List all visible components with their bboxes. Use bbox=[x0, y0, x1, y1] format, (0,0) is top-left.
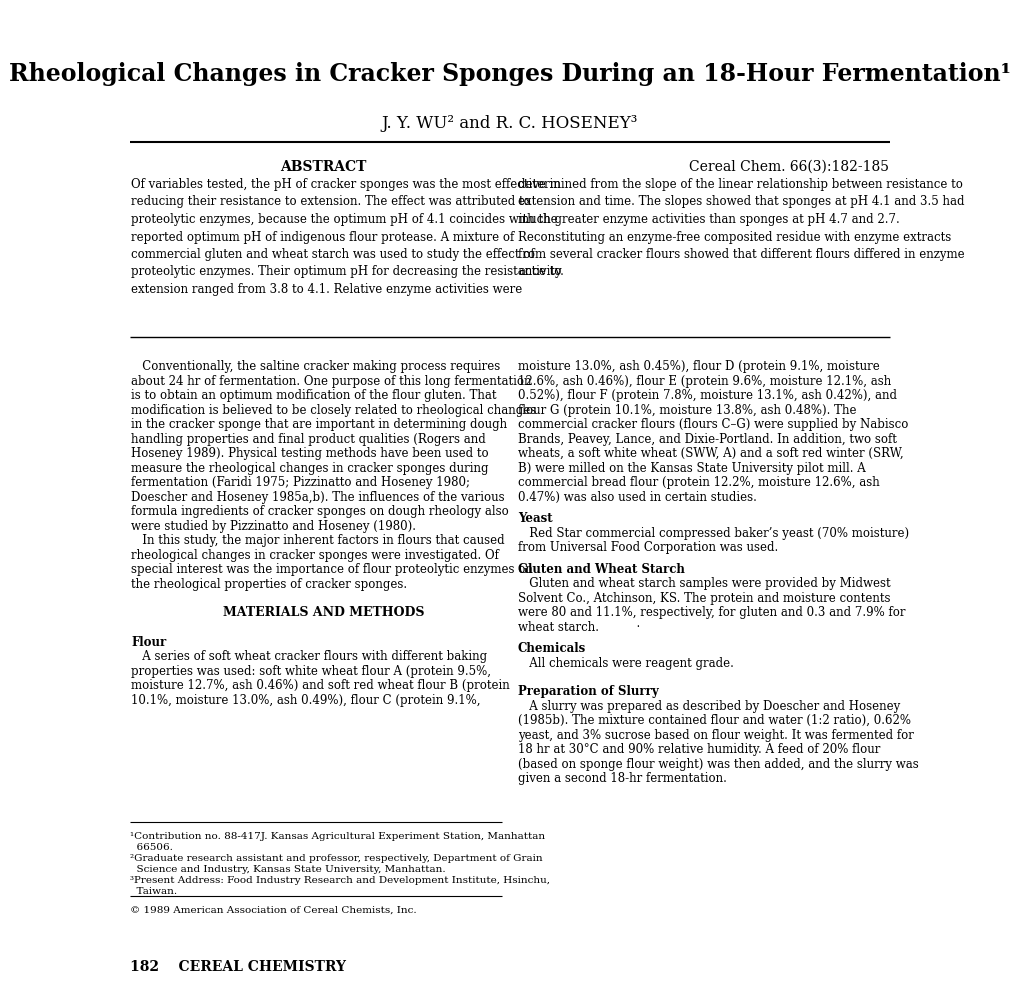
Text: flour G (protein 10.1%, moisture 13.8%, ash 0.48%). The: flour G (protein 10.1%, moisture 13.8%, … bbox=[518, 404, 856, 417]
Text: Taiwan.: Taiwan. bbox=[129, 887, 176, 896]
Text: about 24 hr of fermentation. One purpose of this long fermentation: about 24 hr of fermentation. One purpose… bbox=[131, 375, 531, 388]
Text: were studied by Pizzinatto and Hoseney (1980).: were studied by Pizzinatto and Hoseney (… bbox=[131, 519, 416, 532]
Text: 10.1%, moisture 13.0%, ash 0.49%), flour C (protein 9.1%,: 10.1%, moisture 13.0%, ash 0.49%), flour… bbox=[131, 694, 480, 707]
Text: J. Y. WU² and R. C. HOSENEY³: J. Y. WU² and R. C. HOSENEY³ bbox=[381, 115, 638, 132]
Text: A series of soft wheat cracker flours with different baking: A series of soft wheat cracker flours wi… bbox=[131, 650, 487, 663]
Text: (based on sponge flour weight) was then added, and the slurry was: (based on sponge flour weight) was then … bbox=[518, 758, 918, 771]
Text: Conventionally, the saltine cracker making process requires: Conventionally, the saltine cracker maki… bbox=[131, 360, 500, 373]
Text: fermentation (Faridi 1975; Pizzinatto and Hoseney 1980;: fermentation (Faridi 1975; Pizzinatto an… bbox=[131, 476, 470, 489]
Text: given a second 18-hr fermentation.: given a second 18-hr fermentation. bbox=[518, 772, 727, 785]
Text: formula ingredients of cracker sponges on dough rheology also: formula ingredients of cracker sponges o… bbox=[131, 505, 508, 518]
Text: 0.47%) was also used in certain studies.: 0.47%) was also used in certain studies. bbox=[518, 491, 756, 503]
Text: ²Graduate research assistant and professor, respectively, Department of Grain: ²Graduate research assistant and profess… bbox=[129, 854, 542, 863]
Text: © 1989 American Association of Cereal Chemists, Inc.: © 1989 American Association of Cereal Ch… bbox=[129, 906, 416, 915]
Text: Of variables tested, the pH of cracker sponges was the most effective in
reducin: Of variables tested, the pH of cracker s… bbox=[131, 178, 560, 296]
Text: in the cracker sponge that are important in determining dough: in the cracker sponge that are important… bbox=[131, 418, 506, 431]
Text: ³Present Address: Food Industry Research and Development Institute, Hsinchu,: ³Present Address: Food Industry Research… bbox=[129, 876, 549, 885]
Text: A slurry was prepared as described by Doescher and Hoseney: A slurry was prepared as described by Do… bbox=[518, 700, 900, 713]
Text: handling properties and final product qualities (Rogers and: handling properties and final product qu… bbox=[131, 433, 485, 446]
Text: determined from the slope of the linear relationship between resistance to
exten: determined from the slope of the linear … bbox=[518, 178, 964, 278]
Text: moisture 12.7%, ash 0.46%) and soft red wheat flour B (protein: moisture 12.7%, ash 0.46%) and soft red … bbox=[131, 679, 510, 692]
Text: Brands, Peavey, Lance, and Dixie-Portland. In addition, two soft: Brands, Peavey, Lance, and Dixie-Portlan… bbox=[518, 433, 896, 446]
Text: ¹Contribution no. 88-417J. Kansas Agricultural Experiment Station, Manhattan: ¹Contribution no. 88-417J. Kansas Agricu… bbox=[129, 832, 544, 841]
Text: from Universal Food Corporation was used.: from Universal Food Corporation was used… bbox=[518, 541, 777, 554]
Text: Gluten and Wheat Starch: Gluten and Wheat Starch bbox=[518, 562, 684, 575]
Text: yeast, and 3% sucrose based on flour weight. It was fermented for: yeast, and 3% sucrose based on flour wei… bbox=[518, 729, 913, 742]
Text: special interest was the importance of flour proteolytic enzymes on: special interest was the importance of f… bbox=[131, 563, 533, 576]
Text: commercial bread flour (protein 12.2%, moisture 12.6%, ash: commercial bread flour (protein 12.2%, m… bbox=[518, 476, 878, 489]
Text: All chemicals were reagent grade.: All chemicals were reagent grade. bbox=[518, 656, 733, 670]
Text: is to obtain an optimum modification of the flour gluten. That: is to obtain an optimum modification of … bbox=[131, 389, 496, 402]
Text: Hoseney 1989). Physical testing methods have been used to: Hoseney 1989). Physical testing methods … bbox=[131, 447, 488, 460]
Text: rheological changes in cracker sponges were investigated. Of: rheological changes in cracker sponges w… bbox=[131, 548, 498, 561]
Text: the rheological properties of cracker sponges.: the rheological properties of cracker sp… bbox=[131, 577, 407, 590]
Text: 182    CEREAL CHEMISTRY: 182 CEREAL CHEMISTRY bbox=[129, 960, 345, 974]
Text: moisture 13.0%, ash 0.45%), flour D (protein 9.1%, moisture: moisture 13.0%, ash 0.45%), flour D (pro… bbox=[518, 360, 878, 373]
Text: wheat starch.          ·: wheat starch. · bbox=[518, 620, 640, 633]
Text: 0.52%), flour F (protein 7.8%, moisture 13.1%, ash 0.42%), and: 0.52%), flour F (protein 7.8%, moisture … bbox=[518, 389, 896, 402]
Text: Solvent Co., Atchinson, KS. The protein and moisture contents: Solvent Co., Atchinson, KS. The protein … bbox=[518, 591, 890, 604]
Text: measure the rheological changes in cracker sponges during: measure the rheological changes in crack… bbox=[131, 462, 488, 475]
Text: 12.6%, ash 0.46%), flour E (protein 9.6%, moisture 12.1%, ash: 12.6%, ash 0.46%), flour E (protein 9.6%… bbox=[518, 375, 891, 388]
Text: Cereal Chem. 66(3):182-185: Cereal Chem. 66(3):182-185 bbox=[688, 160, 888, 174]
Text: Yeast: Yeast bbox=[518, 512, 552, 525]
Text: Flour: Flour bbox=[131, 635, 166, 648]
Text: Gluten and wheat starch samples were provided by Midwest: Gluten and wheat starch samples were pro… bbox=[518, 577, 890, 590]
Text: Chemicals: Chemicals bbox=[518, 642, 586, 655]
Text: Red Star commercial compressed baker’s yeast (70% moisture): Red Star commercial compressed baker’s y… bbox=[518, 526, 908, 539]
Text: 18 hr at 30°C and 90% relative humidity. A feed of 20% flour: 18 hr at 30°C and 90% relative humidity.… bbox=[518, 743, 879, 756]
Text: commercial cracker flours (flours C–G) were supplied by Nabisco: commercial cracker flours (flours C–G) w… bbox=[518, 418, 907, 431]
Text: Science and Industry, Kansas State University, Manhattan.: Science and Industry, Kansas State Unive… bbox=[129, 865, 444, 874]
Text: 66506.: 66506. bbox=[129, 843, 172, 852]
Text: In this study, the major inherent factors in flours that caused: In this study, the major inherent factor… bbox=[131, 534, 504, 547]
Text: Rheological Changes in Cracker Sponges During an 18-Hour Fermentation¹: Rheological Changes in Cracker Sponges D… bbox=[9, 62, 1010, 86]
Text: were 80 and 11.1%, respectively, for gluten and 0.3 and 7.9% for: were 80 and 11.1%, respectively, for glu… bbox=[518, 606, 905, 619]
Text: Preparation of Slurry: Preparation of Slurry bbox=[518, 685, 658, 698]
Text: (1985b). The mixture contained flour and water (1:2 ratio), 0.62%: (1985b). The mixture contained flour and… bbox=[518, 714, 910, 727]
Text: ABSTRACT: ABSTRACT bbox=[280, 160, 367, 174]
Text: B) were milled on the Kansas State University pilot mill. A: B) were milled on the Kansas State Unive… bbox=[518, 462, 865, 475]
Text: properties was used: soft white wheat flour A (protein 9.5%,: properties was used: soft white wheat fl… bbox=[131, 664, 490, 678]
Text: Doescher and Hoseney 1985a,b). The influences of the various: Doescher and Hoseney 1985a,b). The influ… bbox=[131, 491, 504, 503]
Text: wheats, a soft white wheat (SWW, A) and a soft red winter (SRW,: wheats, a soft white wheat (SWW, A) and … bbox=[518, 447, 903, 460]
Text: modification is believed to be closely related to rheological changes: modification is believed to be closely r… bbox=[131, 404, 536, 417]
Text: MATERIALS AND METHODS: MATERIALS AND METHODS bbox=[223, 606, 424, 619]
